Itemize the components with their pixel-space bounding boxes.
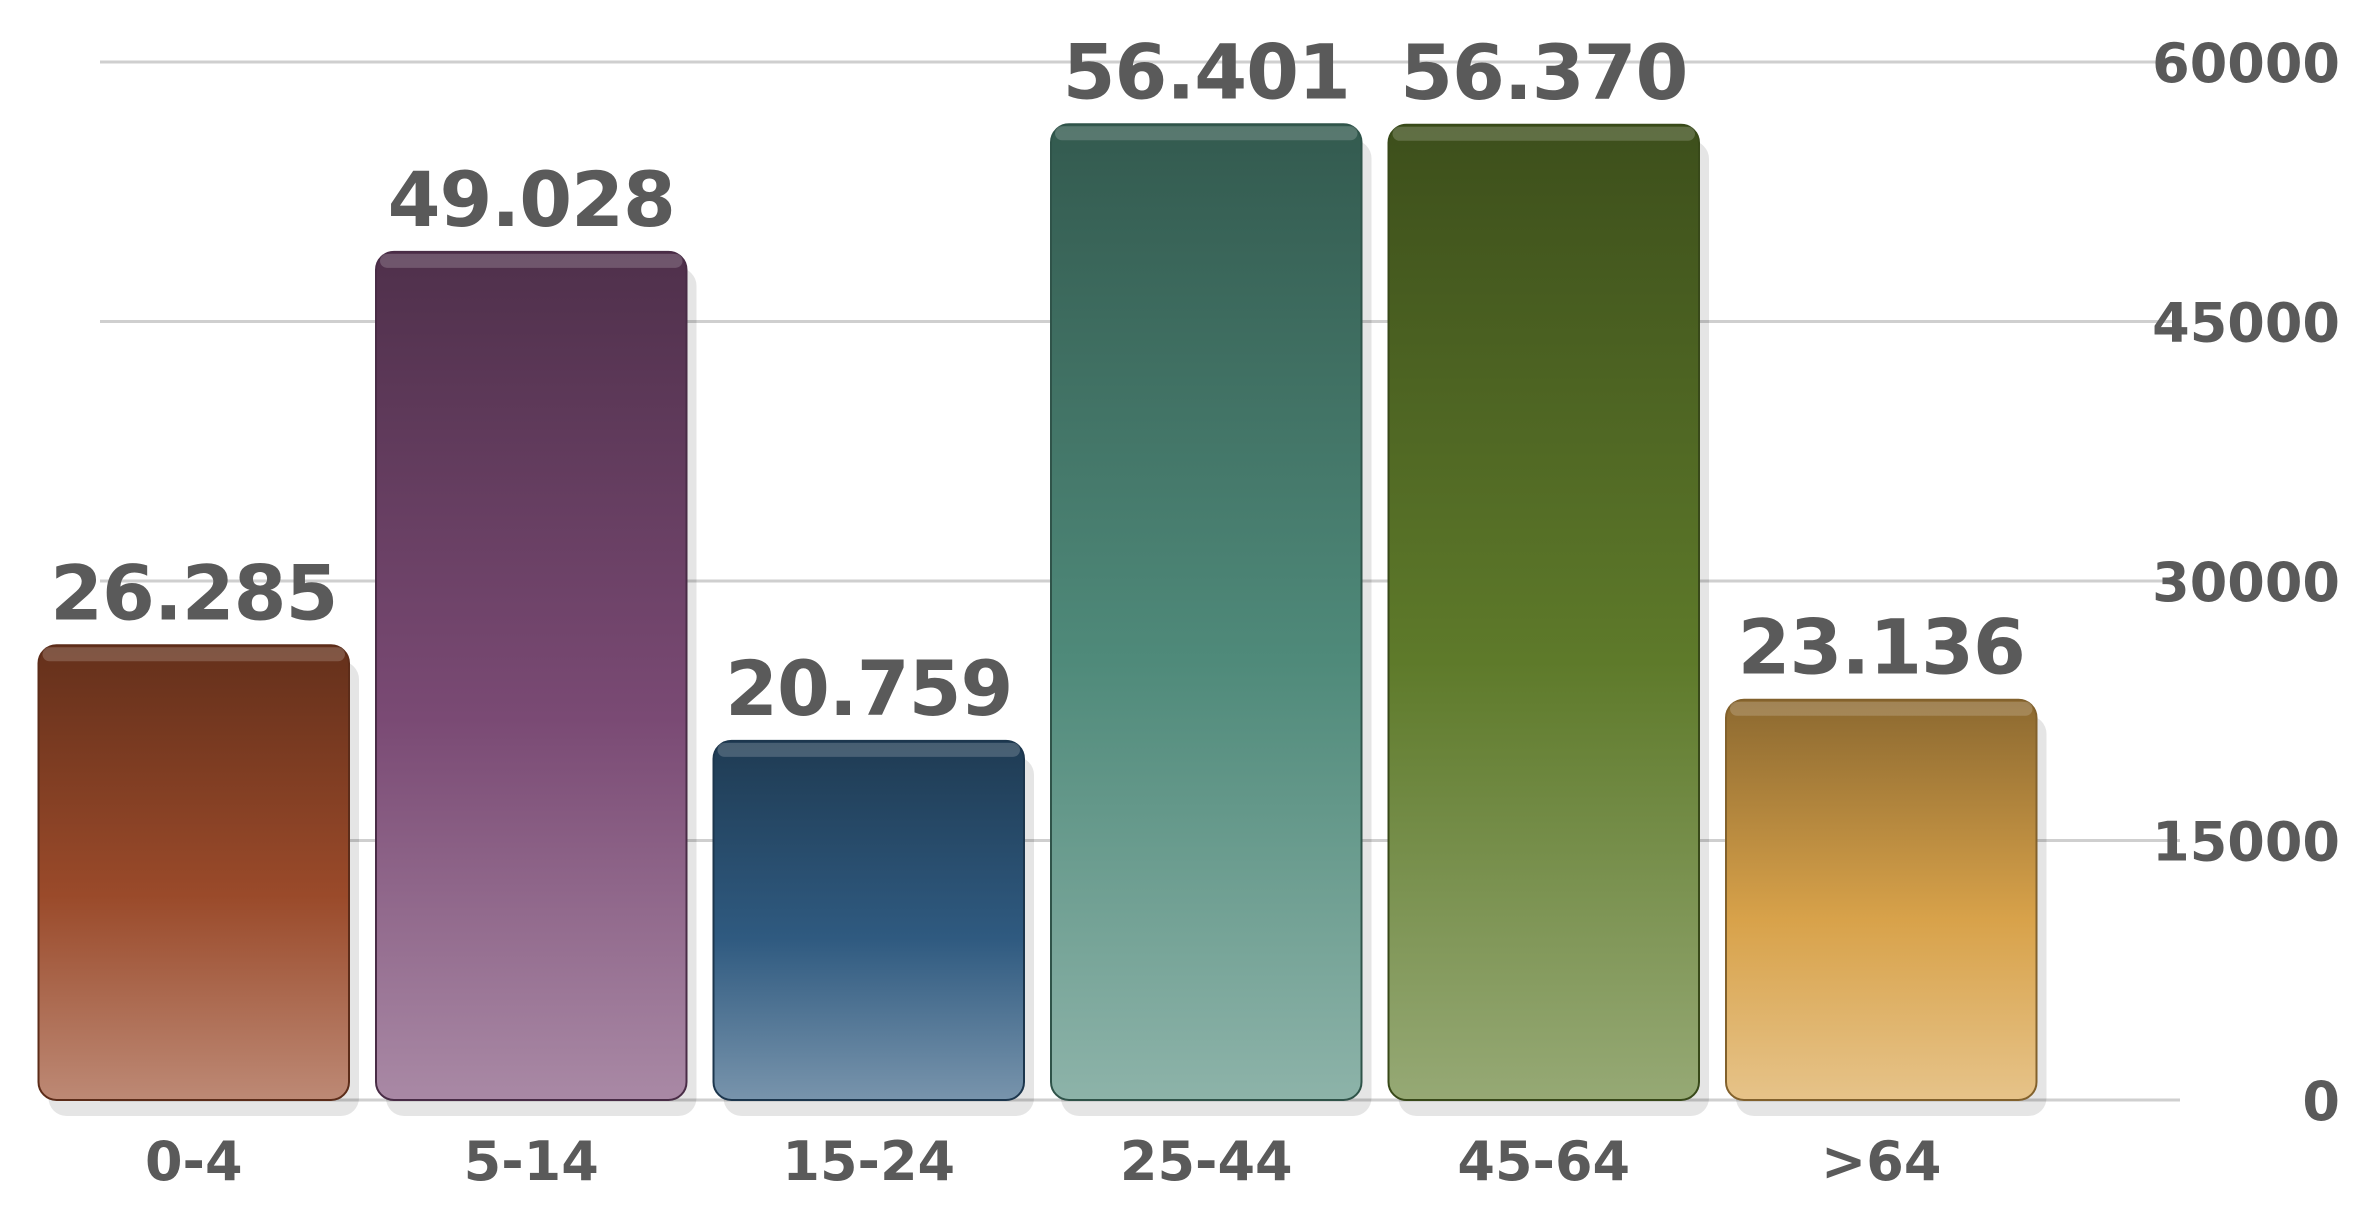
bar-top-highlight xyxy=(380,253,683,268)
bar-45-64 xyxy=(1387,123,1700,1101)
category-labels: 0-4 5-14 15-24 25-44 45-64 >64 xyxy=(145,1130,1941,1193)
category-label: 25-44 xyxy=(1120,1130,1293,1193)
bars xyxy=(37,123,2047,1116)
y-axis-ticks: 0 15000 30000 45000 60000 xyxy=(2152,32,2340,1133)
value-label: 23.136 xyxy=(1738,603,2025,692)
y-tick-label: 30000 xyxy=(2152,551,2340,614)
value-label: 49.028 xyxy=(388,155,675,244)
bar-top-highlight xyxy=(1392,126,1695,141)
y-tick-label: 0 xyxy=(2302,1070,2340,1133)
bar-top-highlight xyxy=(717,742,1020,757)
value-label: 56.370 xyxy=(1400,28,1687,117)
value-label: 20.759 xyxy=(725,644,1012,733)
y-tick-label: 45000 xyxy=(2152,292,2340,355)
y-tick-label: 60000 xyxy=(2152,32,2340,95)
category-label: >64 xyxy=(1821,1130,1941,1193)
bar->64 xyxy=(1725,698,2038,1101)
category-label: 0-4 xyxy=(145,1130,243,1193)
y-tick-label: 15000 xyxy=(2152,811,2340,874)
value-labels: 26.285 49.028 20.759 56.401 56.370 23.136 xyxy=(50,27,2026,733)
value-label: 56.401 xyxy=(1063,27,1350,116)
bar-top-highlight xyxy=(1730,701,2033,716)
bar-5-14 xyxy=(375,250,688,1101)
bar-top-highlight xyxy=(1055,126,1358,141)
value-label: 26.285 xyxy=(50,548,337,637)
bar-25-44 xyxy=(1050,123,1363,1102)
bar-0-4 xyxy=(37,644,350,1101)
category-label: 45-64 xyxy=(1457,1130,1630,1193)
category-label: 15-24 xyxy=(782,1130,955,1193)
bar-15-24 xyxy=(712,739,1025,1102)
bar-top-highlight xyxy=(42,647,345,662)
category-label: 5-14 xyxy=(464,1130,599,1193)
